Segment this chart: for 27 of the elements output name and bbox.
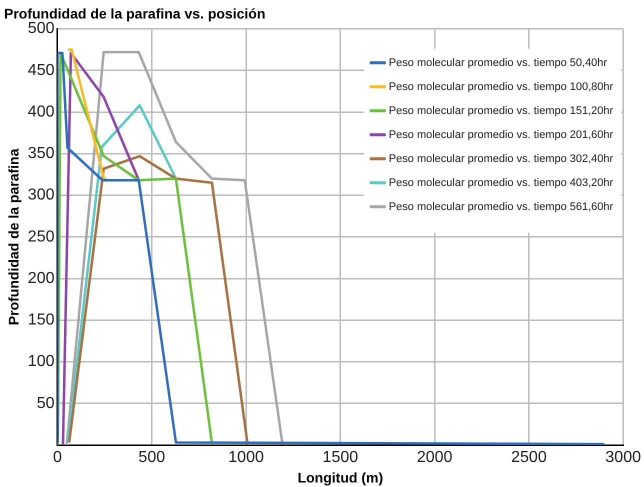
- x-tick-label: 3000: [605, 449, 642, 466]
- y-axis-title: Profundidad de la parafina: [5, 148, 22, 326]
- y-tick-label: 350: [28, 145, 55, 162]
- legend-label: Peso molecular promedio vs. tiempo 100,80hr: [388, 80, 614, 93]
- y-tick-label: 100: [28, 353, 55, 370]
- legend-label: Peso molecular promedio vs. tiempo 302,40hr: [388, 152, 614, 165]
- x-tick-label: 2000: [416, 449, 453, 466]
- x-tick-label: 500: [138, 449, 166, 466]
- legend-label: Peso molecular promedio vs. tiempo 403,20hr: [388, 176, 614, 189]
- x-tick-label: 1000: [228, 449, 264, 466]
- y-tick-label: 500: [28, 20, 55, 38]
- y-tick-label: 150: [28, 312, 55, 329]
- legend-label: Peso molecular promedio vs. tiempo 50,40hr: [388, 56, 608, 69]
- y-tick-label: 450: [28, 62, 55, 79]
- y-tick-label: 50: [36, 394, 55, 412]
- x-axis-title: Longitud (m): [298, 469, 384, 486]
- y-tick-label: 200: [28, 270, 55, 287]
- x-tick-label: 2500: [511, 449, 547, 466]
- legend-label: Peso molecular promedio vs. tiempo 201,60hr: [388, 128, 614, 141]
- chart-title: Profundidad de la parafina vs. posición: [4, 5, 266, 22]
- y-tick-label: 400: [28, 103, 55, 120]
- y-tick-label: 300: [28, 186, 55, 204]
- x-tick-label: 0: [53, 449, 62, 466]
- y-tick-label: 250: [28, 228, 55, 246]
- legend-label: Peso molecular promedio vs. tiempo 561,60hr: [388, 200, 614, 213]
- x-tick-label: 1500: [322, 449, 358, 466]
- legend-label: Peso molecular promedio vs. tiempo 151,20hr: [388, 104, 614, 117]
